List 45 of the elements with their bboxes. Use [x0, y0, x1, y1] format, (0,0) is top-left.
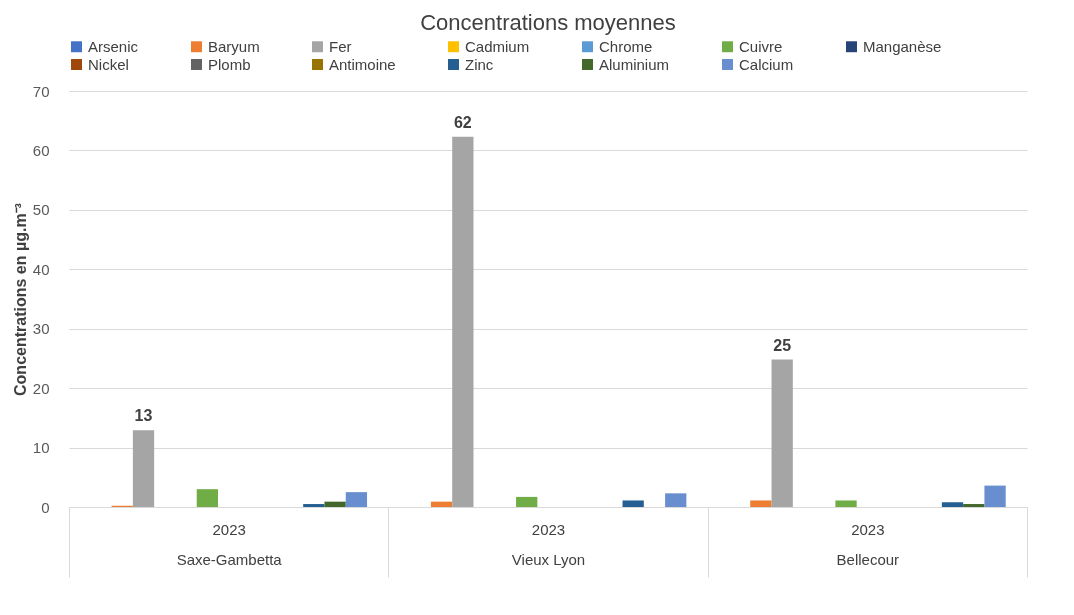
x-tick-label: 2023 Vieux Lyon: [511, 520, 586, 568]
bar: [984, 485, 1006, 507]
bar: [452, 136, 474, 507]
legend-label: Manganèse: [863, 37, 942, 55]
bar: [941, 502, 964, 507]
chart-title: Concentrations moyennes: [420, 10, 676, 35]
y-tick-label: 20: [32, 379, 50, 397]
y-tick-label: 0: [41, 498, 50, 516]
legend-label: Plomb: [208, 55, 251, 73]
bar: [132, 430, 155, 507]
bar: [665, 493, 687, 507]
legend-label: Fer: [329, 37, 352, 55]
legend-label: Arsenic: [88, 37, 139, 55]
bar: [750, 500, 772, 507]
legend-label: Antimoine: [329, 55, 396, 73]
x-tick-label: 2023 Bellecour: [836, 520, 900, 568]
x-tick-label: 2023 Saxe-Gambetta: [176, 520, 283, 568]
y-tick-label: 50: [32, 201, 50, 219]
bar: [963, 504, 985, 507]
y-tick-label: 40: [32, 260, 50, 278]
bar: [835, 500, 857, 507]
bar: [622, 500, 644, 507]
bar: [303, 504, 325, 507]
legend-label: Baryum: [208, 37, 260, 55]
data-label: 62: [453, 113, 472, 131]
legend-label: Cadmium: [465, 37, 530, 55]
legend-label: Aluminium: [599, 55, 670, 73]
bar: [345, 492, 368, 507]
bar: [771, 359, 793, 507]
y-axis-title: Concentrations en µg.m⁻³: [11, 203, 29, 396]
y-tick-label: 60: [32, 141, 50, 159]
legend-label: Zinc: [465, 55, 494, 73]
y-tick-label: 70: [32, 82, 50, 100]
bar: [324, 501, 346, 507]
bar: [430, 501, 453, 507]
y-tick-label: 30: [32, 320, 50, 338]
data-label: 25: [773, 336, 792, 354]
legend-label: Cuivre: [739, 37, 783, 55]
legend-label: Calcium: [739, 55, 794, 73]
y-tick-label: 10: [32, 439, 50, 457]
legend-label: Nickel: [88, 55, 129, 73]
data-label: 13: [134, 407, 153, 425]
legend-label: Chrome: [599, 37, 653, 55]
bar: [516, 496, 538, 507]
bar: [196, 489, 219, 507]
